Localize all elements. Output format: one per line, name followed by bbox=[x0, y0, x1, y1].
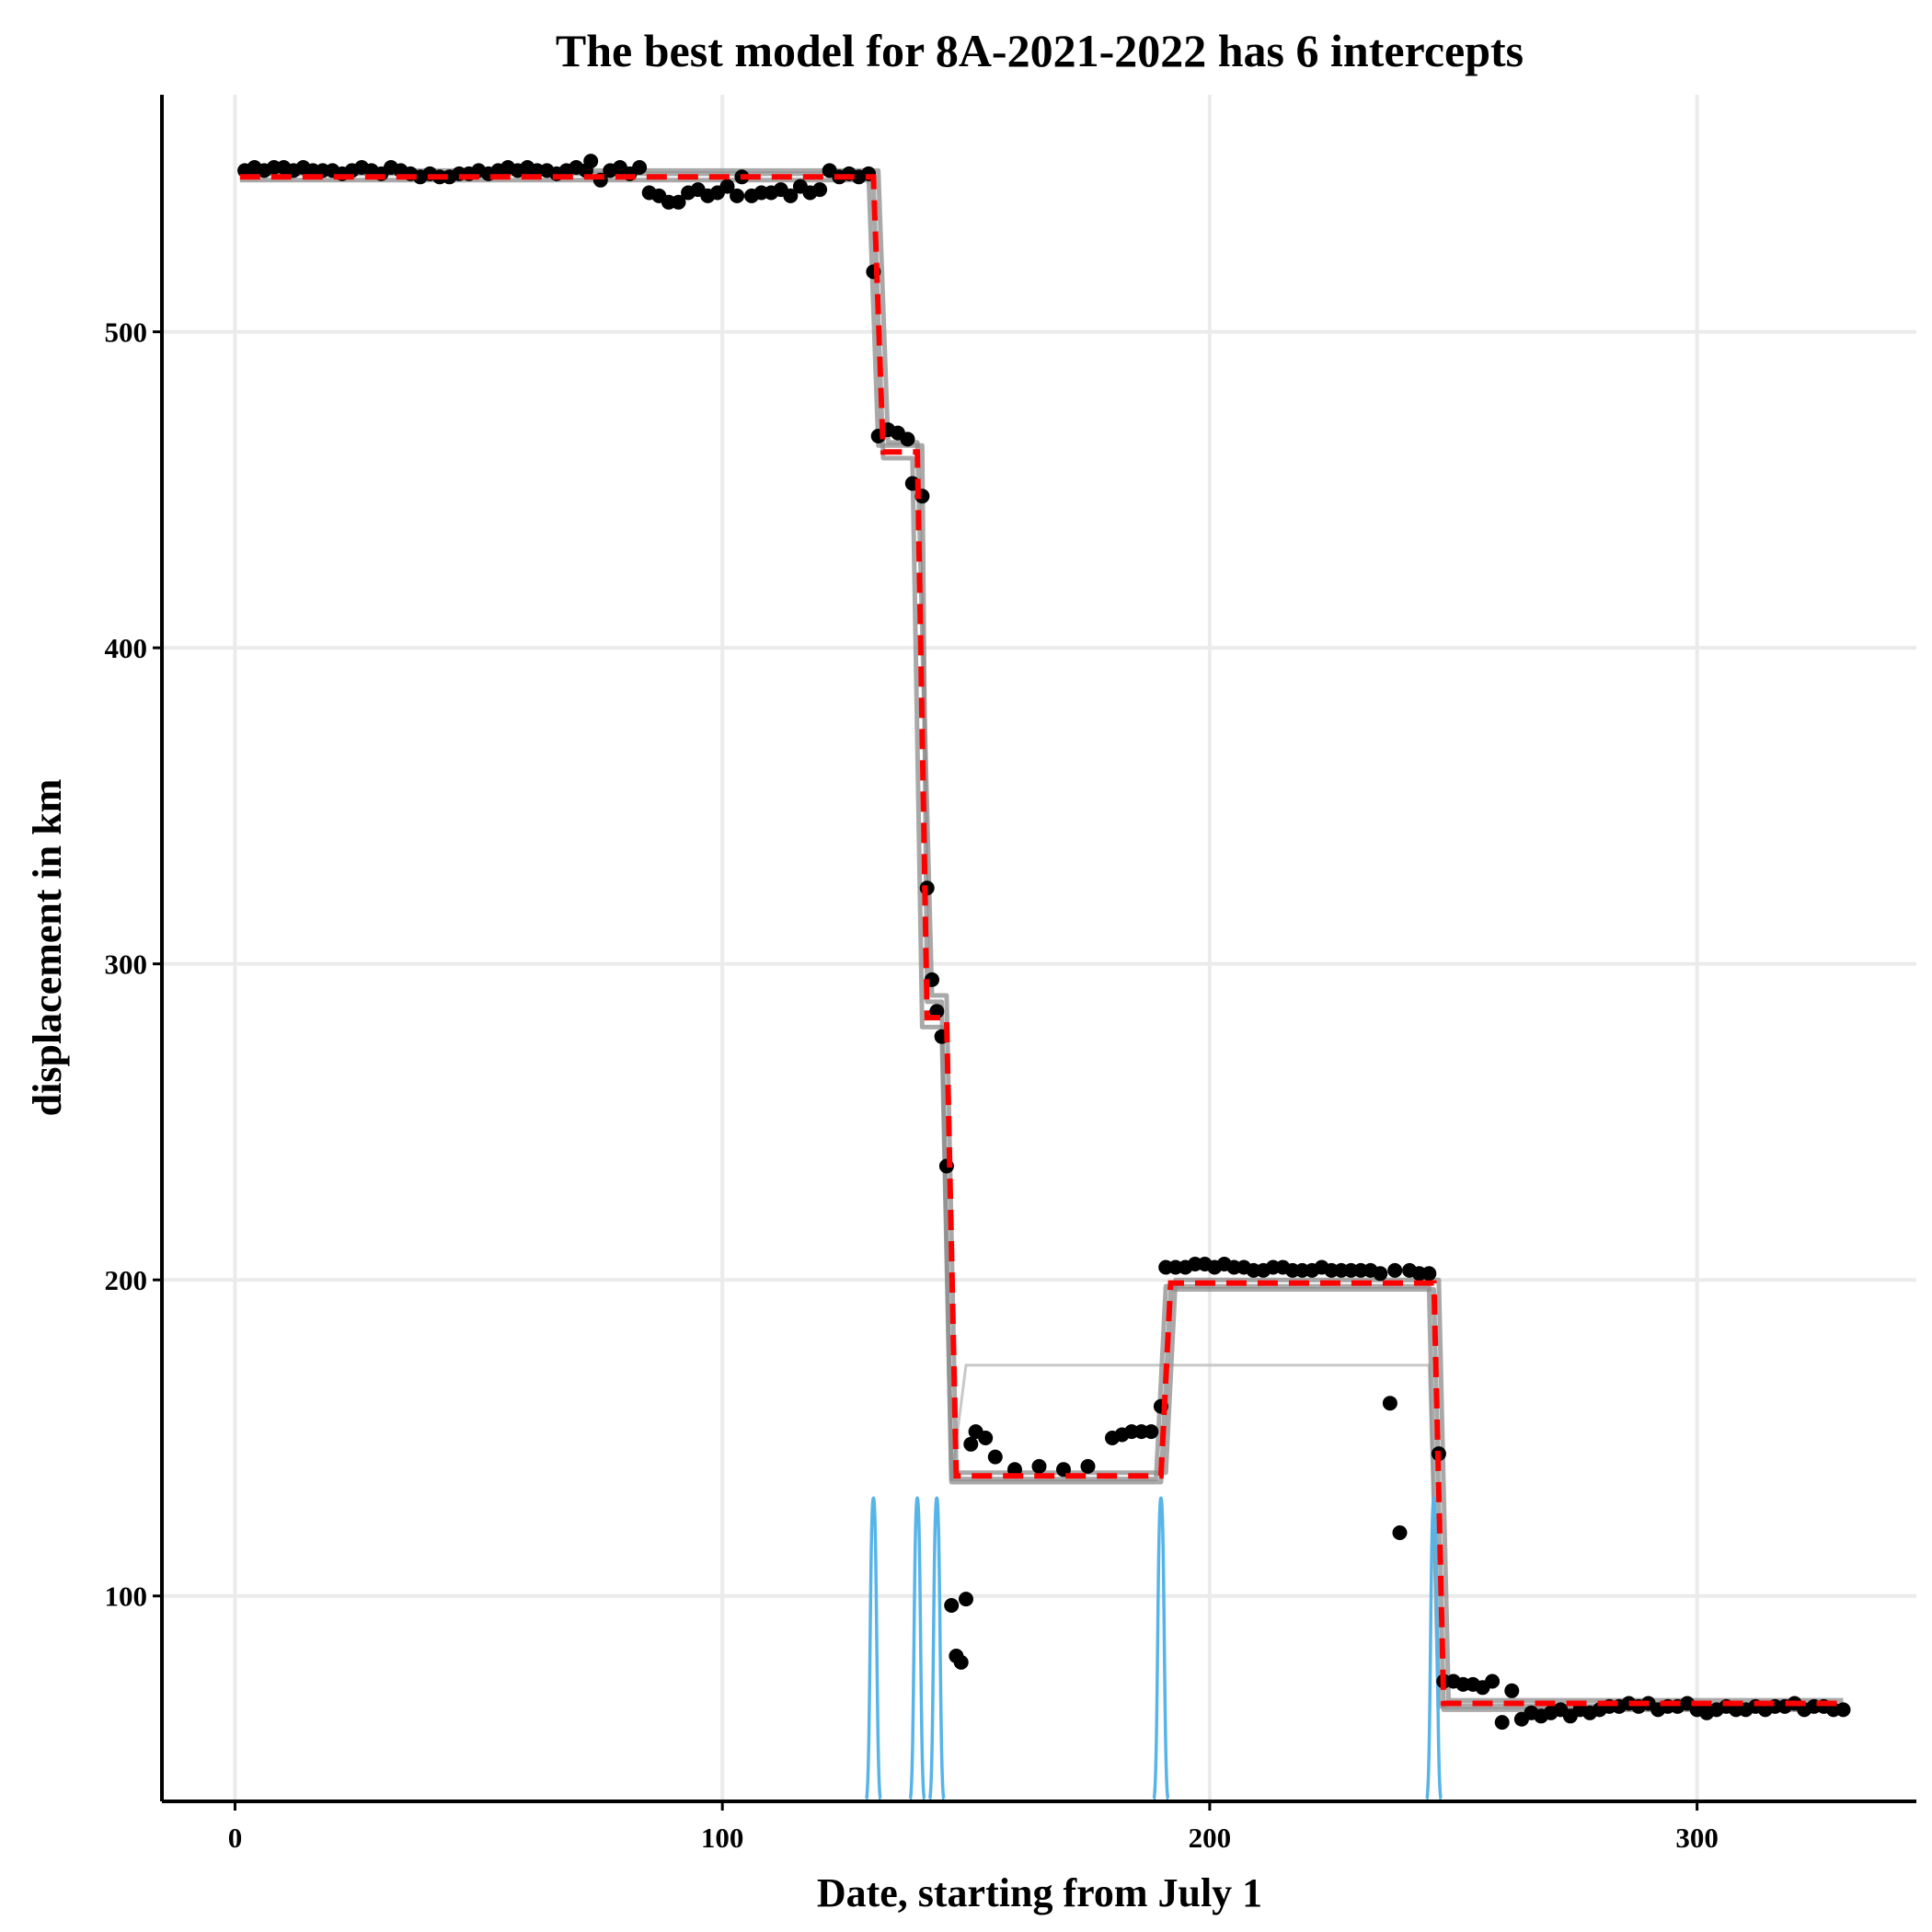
data-point bbox=[783, 188, 799, 203]
data-point bbox=[1504, 1683, 1520, 1698]
y-gridlines bbox=[162, 329, 1916, 1598]
breakpoint-density-peak bbox=[908, 1496, 926, 1801]
data-point bbox=[1080, 1458, 1096, 1474]
x-axis-ticks: 0 100 200 300 bbox=[228, 1801, 1719, 1854]
y-tick-label: 200 bbox=[105, 1264, 148, 1296]
data-point bbox=[900, 431, 915, 447]
y-tick-label: 400 bbox=[105, 632, 148, 664]
x-tick-label: 200 bbox=[1189, 1822, 1232, 1854]
data-point bbox=[730, 188, 745, 203]
chart-title: The best model for 8A-2021-2022 has 6 in… bbox=[556, 25, 1524, 76]
data-point bbox=[1031, 1458, 1047, 1474]
data-point bbox=[1382, 1396, 1397, 1411]
x-tick-label: 0 bbox=[228, 1822, 243, 1854]
data-point bbox=[1421, 1266, 1437, 1282]
data-point bbox=[671, 194, 686, 210]
x-axis-title: Date, starting from July 1 bbox=[817, 1870, 1262, 1915]
y-tick-label: 500 bbox=[105, 316, 148, 349]
data-point bbox=[987, 1449, 1003, 1465]
data-point bbox=[1485, 1673, 1501, 1689]
data-point bbox=[719, 178, 735, 194]
data-point bbox=[953, 1654, 969, 1670]
breakpoint-density-layer bbox=[864, 1496, 1443, 1801]
breakpoint-density-peak bbox=[864, 1496, 883, 1801]
x-tick-label: 100 bbox=[701, 1822, 744, 1854]
data-point bbox=[944, 1598, 960, 1613]
y-tick-label: 100 bbox=[105, 1581, 148, 1613]
data-point bbox=[632, 160, 648, 175]
breakpoint-density-peak bbox=[1152, 1496, 1170, 1801]
data-point bbox=[1392, 1525, 1408, 1540]
data-point bbox=[1387, 1262, 1403, 1278]
y-axis-title: displacement in km bbox=[25, 779, 70, 1117]
data-point bbox=[1144, 1424, 1159, 1440]
y-tick-label: 300 bbox=[105, 949, 148, 981]
data-point bbox=[1373, 1266, 1388, 1282]
best-model-line bbox=[239, 174, 1844, 1707]
data-point bbox=[583, 154, 599, 169]
data-point bbox=[978, 1431, 994, 1445]
x-gridlines bbox=[233, 95, 1699, 1801]
y-axis-ticks: 100 200 300 400 500 bbox=[105, 316, 162, 1613]
candidate-model-line bbox=[239, 167, 1844, 1703]
data-point bbox=[1835, 1702, 1851, 1718]
data-point bbox=[1494, 1715, 1510, 1731]
breakpoint-density-peak bbox=[927, 1496, 946, 1801]
data-point bbox=[812, 182, 828, 198]
data-point bbox=[963, 1436, 979, 1452]
breakpoint-density-peak bbox=[1424, 1496, 1443, 1801]
data-point bbox=[959, 1592, 973, 1607]
x-tick-label: 300 bbox=[1675, 1822, 1719, 1854]
best-model-layer bbox=[239, 174, 1844, 1707]
